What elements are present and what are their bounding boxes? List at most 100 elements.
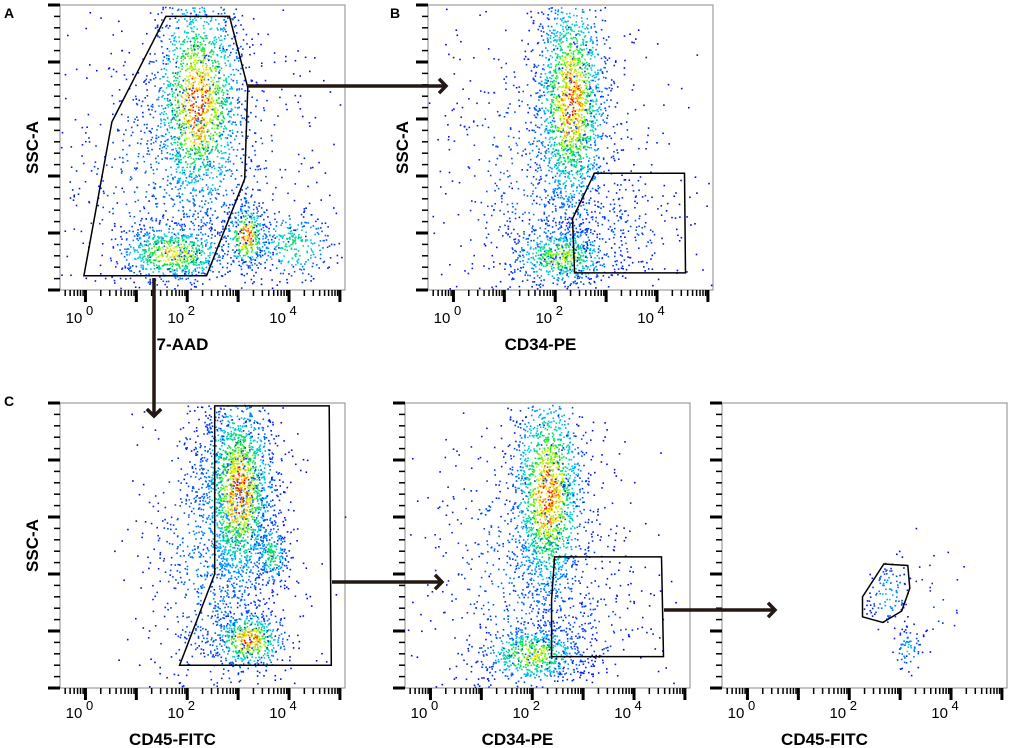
event-dot [183, 260, 185, 262]
event-dot [565, 136, 567, 139]
event-dot [242, 229, 244, 231]
event-dot [251, 264, 253, 266]
event-dot [190, 220, 193, 223]
event-dot [123, 256, 126, 258]
event-dot [162, 215, 164, 218]
event-dot [168, 231, 170, 234]
event-dot [294, 254, 296, 257]
event-dot [192, 260, 195, 263]
event-dot [197, 124, 199, 126]
event-dot [162, 178, 164, 180]
event-dot [567, 161, 569, 164]
event-dot [205, 273, 207, 275]
event-dot [210, 50, 212, 53]
event-dot [554, 137, 556, 140]
event-dot [174, 99, 176, 101]
event-dot [153, 250, 156, 253]
event-dot [226, 93, 229, 96]
event-dot [71, 189, 74, 191]
event-dot [102, 190, 105, 193]
event-dot [555, 167, 558, 170]
event-dot [173, 118, 176, 120]
event-dot [65, 97, 67, 100]
event-dot [575, 123, 577, 126]
event-dot [163, 202, 166, 205]
event-dot [149, 12, 152, 14]
event-dot [179, 278, 182, 280]
event-dot [193, 77, 195, 80]
event-dot [582, 108, 585, 111]
event-dot [286, 227, 289, 229]
event-dot [238, 142, 241, 145]
event-dot [60, 146, 63, 149]
event-dot [155, 242, 157, 245]
event-dot [176, 73, 179, 76]
event-dot [181, 237, 184, 240]
event-dot [592, 126, 594, 129]
event-dot [230, 73, 232, 76]
event-dot [217, 256, 220, 259]
event-dot [251, 256, 254, 258]
event-dot [594, 30, 597, 33]
event-dot [175, 260, 177, 263]
event-dot [244, 246, 247, 248]
event-dot [198, 228, 200, 231]
event-dot [582, 31, 585, 34]
event-dot [128, 230, 131, 232]
event-dot [559, 45, 561, 47]
event-dot [198, 133, 201, 136]
event-dot [595, 168, 598, 171]
event-dot [294, 255, 297, 258]
event-dot [301, 240, 303, 243]
event-dot [224, 51, 227, 53]
event-dot [246, 137, 248, 139]
event-dot [288, 215, 291, 217]
event-dot [204, 85, 207, 87]
event-dot [163, 233, 166, 235]
event-dot [301, 281, 304, 284]
event-dot [222, 120, 225, 123]
event-dot [209, 160, 212, 163]
event-dot [221, 164, 224, 167]
event-dot [75, 68, 78, 71]
event-dot [527, 43, 529, 45]
event-dot [557, 166, 559, 169]
event-dot [233, 252, 236, 254]
event-dot [279, 251, 281, 254]
event-dot [193, 57, 195, 60]
event-dot [579, 223, 582, 225]
event-dot [290, 230, 293, 232]
event-dot [567, 52, 570, 55]
event-dot [221, 219, 224, 222]
event-dot [561, 206, 563, 209]
event-dot [241, 247, 244, 250]
event-dot [176, 110, 178, 113]
event-dot [182, 149, 184, 151]
event-dot [212, 189, 214, 192]
event-dot [220, 122, 223, 125]
event-dot [597, 187, 600, 190]
event-dot [222, 115, 225, 117]
event-dot [214, 210, 217, 212]
event-dot [199, 262, 202, 264]
event-dot [200, 242, 203, 244]
event-dot [173, 141, 176, 144]
y-axis-label: SSC-A [23, 121, 42, 174]
event-dot [225, 240, 227, 243]
event-dot [177, 237, 180, 239]
event-dot [200, 228, 202, 230]
event-dot [173, 274, 176, 276]
event-dot [570, 98, 572, 100]
event-dot [160, 254, 163, 257]
event-dot [198, 146, 200, 149]
event-dot [120, 172, 123, 174]
event-dot [584, 118, 586, 121]
event-dot [550, 145, 552, 147]
event-dot [570, 140, 573, 143]
event-dot [145, 218, 147, 220]
event-dot [232, 192, 235, 195]
event-dot [549, 83, 552, 86]
event-dot [169, 242, 172, 244]
event-dot [205, 259, 207, 262]
event-dot [186, 11, 188, 14]
